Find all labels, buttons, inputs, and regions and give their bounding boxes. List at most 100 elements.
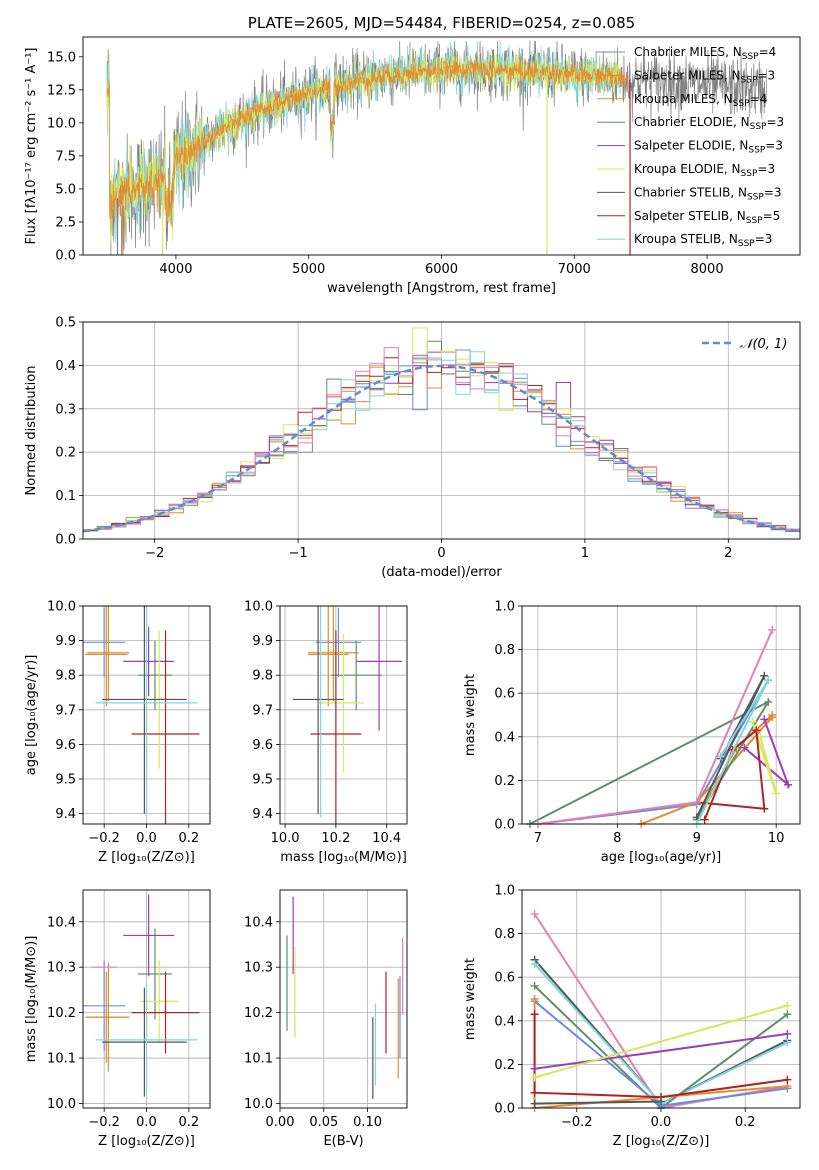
y-tick-label: 9.5: [252, 773, 273, 788]
weight-point-marker: [530, 1088, 539, 1097]
y-tick-label: 7.5: [55, 149, 76, 164]
y-tick-label: 0.6: [494, 687, 515, 702]
x-tick-label: −1: [289, 546, 308, 561]
legend-label: Chabrier STELIB, N: [634, 185, 747, 199]
y-tick-label: 0.2: [494, 1058, 515, 1073]
weight-point-marker: [748, 717, 757, 726]
y-axis-label: Normed distribution: [24, 366, 39, 496]
axes-frame: [82, 605, 211, 825]
y-tick-label: 12.5: [47, 83, 76, 98]
x-tick-label: 0.0: [651, 1115, 672, 1130]
legend-label: Chabrier ELODIE, N: [634, 115, 750, 129]
weight-point-marker: [530, 995, 539, 1003]
legend-entry: Kroupa MILES, NSSP=4: [634, 92, 767, 109]
legend-subscript: SSP: [750, 122, 767, 132]
x-tick-label: 10: [768, 831, 785, 846]
y-axis-label: Flux [fλ10⁻¹⁷ erg cm⁻² s⁻¹ A⁻¹]: [24, 48, 39, 245]
x-tick-label: −0.2: [88, 1115, 120, 1130]
axes-frame: [521, 605, 801, 825]
y-tick-label: 9.8: [55, 669, 76, 684]
weight-point-marker: [783, 1029, 792, 1038]
y-tick-label: 0.4: [55, 359, 76, 374]
y-axis-label: age [log₁₀(age/yr)]: [24, 655, 39, 776]
x-axis-label: Z [log₁₀(Z/Z⊙)]: [98, 850, 195, 865]
y-axis-label: mass weight: [463, 958, 478, 1040]
chart-residuals: −2 −1 0 1 2 0.0 0.1 0.2 0.3 0.4 0.5 (data-model)/er…: [24, 316, 801, 580]
x-tick-label: 10.0: [271, 831, 300, 846]
y-tick-label: 0.0: [55, 533, 76, 548]
y-tick-label: 9.7: [252, 703, 273, 718]
x-tick-label: 0.2: [735, 1115, 756, 1130]
legend-entry: 𝒩(0, 1): [740, 337, 787, 352]
legend-label: Kroupa ELODIE, N: [634, 162, 741, 176]
weight-point-marker: [530, 1099, 539, 1108]
y-tick-label: 10.2: [47, 1006, 76, 1021]
weight-line: [534, 1100, 662, 1105]
y-tick-label: 10.2: [244, 1006, 273, 1021]
weight-point-marker: [760, 671, 769, 680]
normal-curve: [82, 364, 801, 533]
weight-point-marker: [783, 1075, 792, 1084]
figure-title: PLATE=2605, MJD=54484, FIBERID=0254, z=0…: [248, 14, 635, 32]
legend-entry: Kroupa STELIB, NSSP=3: [634, 232, 772, 249]
y-tick-label: 9.6: [252, 738, 273, 753]
y-tick-label: 10.0: [47, 116, 76, 131]
y-tick-label: 10.3: [244, 961, 273, 976]
x-tick-label: 7000: [558, 262, 591, 277]
y-tick-label: 9.5: [55, 773, 76, 788]
legend-entry: Chabrier STELIB, NSSP=3: [634, 185, 782, 202]
histogram-step: [83, 347, 800, 531]
y-tick-label: 0.0: [494, 818, 515, 833]
legend-subscript: SSP: [747, 192, 764, 202]
x-axis-label: Z [log₁₀(Z/Z⊙)]: [98, 1134, 195, 1149]
y-tick-label: 0.3: [55, 402, 76, 417]
x-tick-label: 8000: [691, 262, 724, 277]
weight-point-marker: [772, 789, 781, 798]
weight-point-marker: [760, 804, 769, 813]
y-axis-label: mass [log₁₀(M/M⊙)]: [24, 936, 39, 1063]
y-tick-label: 9.9: [252, 634, 273, 649]
y-tick-label: 0.5: [55, 316, 76, 331]
legend-tail: =4: [750, 92, 768, 106]
axes-frame: [521, 889, 801, 1109]
y-tick-label: 9.4: [55, 807, 76, 822]
y-tick-label: 9.9: [55, 634, 76, 649]
x-tick-label: 8: [613, 831, 621, 846]
legend-tail: =3: [755, 232, 773, 246]
weight-point-marker: [783, 1010, 792, 1019]
weight-point-marker: [530, 1073, 539, 1082]
x-tick-label: −0.2: [88, 831, 120, 846]
legend-label: Salpeter ELODIE, N: [634, 139, 748, 153]
y-tick-label: 2.5: [55, 215, 76, 230]
y-tick-label: 10.4: [47, 915, 76, 930]
x-axis-label: (data-model)/error: [381, 565, 502, 580]
y-tick-label: 15.0: [47, 50, 76, 65]
y-tick-label: 0.8: [494, 643, 515, 658]
y-tick-label: 0.6: [494, 971, 515, 986]
x-axis-label: mass [log₁₀(M/M⊙)]: [280, 850, 407, 865]
axes-frame: [82, 889, 211, 1109]
legend-subscript: SSP: [748, 146, 765, 156]
y-tick-label: 10.0: [47, 600, 76, 615]
legend-subscript: SSP: [742, 52, 759, 62]
legend-tail: =4: [759, 45, 777, 59]
y-tick-label: 9.7: [55, 703, 76, 718]
legend-subscript: SSP: [738, 239, 755, 249]
legend-label: Salpeter MILES, N: [634, 68, 741, 82]
weight-line: [533, 985, 788, 1108]
x-tick-label: −0.2: [561, 1115, 593, 1130]
x-tick-label: 0.0: [136, 1115, 157, 1130]
y-tick-label: 0.2: [494, 774, 515, 789]
legend-label: Chabrier MILES, N: [634, 45, 742, 59]
weight-point-marker: [752, 726, 761, 735]
axes-frame: [82, 36, 801, 256]
x-tick-label: 1: [581, 546, 589, 561]
legend-entry: Salpeter STELIB, NSSP=5: [634, 209, 780, 226]
x-tick-label: 5000: [292, 262, 325, 277]
legend-entry: Salpeter ELODIE, NSSP=3: [634, 139, 783, 156]
weight-point-marker: [764, 676, 773, 685]
legend-label: Kroupa MILES, N: [634, 92, 733, 106]
x-axis-label: E(B-V): [323, 1134, 363, 1149]
weight-point-marker: [764, 697, 773, 706]
y-tick-label: 0.0: [55, 249, 76, 264]
